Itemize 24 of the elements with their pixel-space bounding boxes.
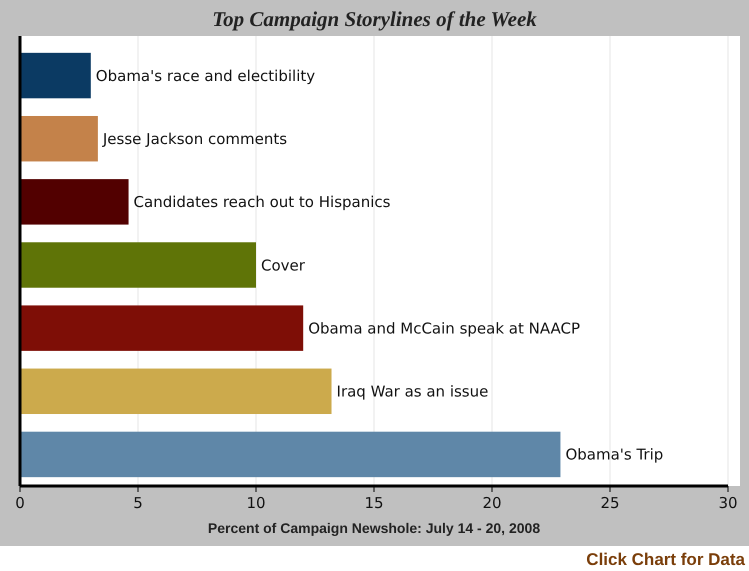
y-tick-label: Iraq War as an issue [336, 382, 488, 401]
x-tick-label: 0 [15, 494, 25, 512]
bar [20, 116, 98, 162]
bar [20, 305, 304, 351]
y-tick-label: Jesse Jackson comments [102, 130, 288, 148]
y-tick-label: Candidates reach out to Hispanics [134, 193, 391, 212]
chart-title: Top Campaign Storylines of the Week [212, 7, 538, 31]
bar [20, 368, 332, 414]
x-tick-label: 10 [246, 494, 266, 512]
y-tick-label: Cover [261, 256, 306, 274]
bar [20, 179, 129, 225]
y-tick-label: Obama's race and electibility [96, 66, 316, 85]
y-tick-label: Obama and McCain speak at NAACP [308, 319, 580, 338]
bar [20, 432, 560, 478]
x-tick-label: 15 [364, 494, 384, 512]
x-tick-label: 5 [133, 494, 143, 512]
bar [20, 52, 91, 98]
x-tick-label: 20 [482, 494, 502, 512]
x-tick-label: 25 [600, 494, 620, 512]
y-tick-label: Obama's Trip [565, 446, 664, 464]
bar [20, 242, 256, 288]
x-axis-title: Percent of Campaign Newshole: July 14 - 20, 2008 [208, 520, 540, 536]
x-tick-label: 30 [718, 494, 738, 512]
text: Click Chart for Data [586, 550, 746, 569]
